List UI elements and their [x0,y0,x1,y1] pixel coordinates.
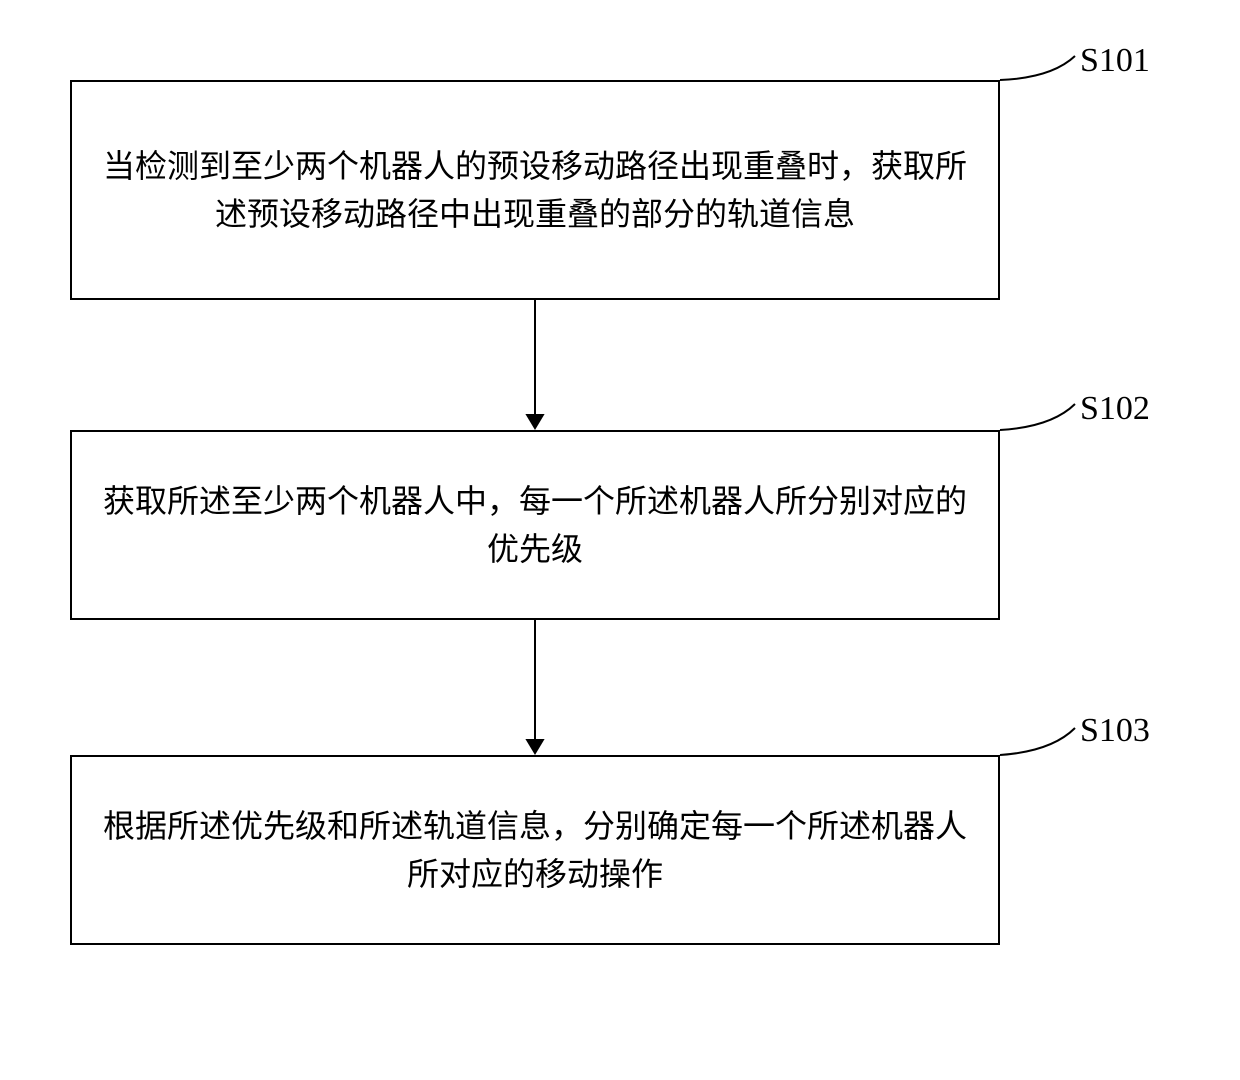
flow-label-s103: S103 [1080,712,1150,750]
flow-node-text: 当检测到至少两个机器人的预设移动路径出现重叠时，获取所述预设移动路径中出现重叠的… [102,142,968,238]
flow-label-s101: S101 [1080,42,1150,80]
flow-node-s103: 根据所述优先级和所述轨道信息，分别确定每一个所述机器人所对应的移动操作 [70,755,1000,945]
arrow-s102-s103 [515,620,555,755]
leader-s101 [996,52,1079,84]
flow-node-s102: 获取所述至少两个机器人中，每一个所述机器人所分别对应的优先级 [70,430,1000,620]
leader-s103 [996,724,1079,759]
arrow-s101-s102 [515,300,555,430]
flow-node-text: 根据所述优先级和所述轨道信息，分别确定每一个所述机器人所对应的移动操作 [102,802,968,898]
flowchart-canvas: 当检测到至少两个机器人的预设移动路径出现重叠时，获取所述预设移动路径中出现重叠的… [0,0,1240,1080]
flow-label-s102: S102 [1080,390,1150,428]
flow-node-s101: 当检测到至少两个机器人的预设移动路径出现重叠时，获取所述预设移动路径中出现重叠的… [70,80,1000,300]
flow-node-text: 获取所述至少两个机器人中，每一个所述机器人所分别对应的优先级 [102,477,968,573]
leader-s102 [996,400,1079,434]
